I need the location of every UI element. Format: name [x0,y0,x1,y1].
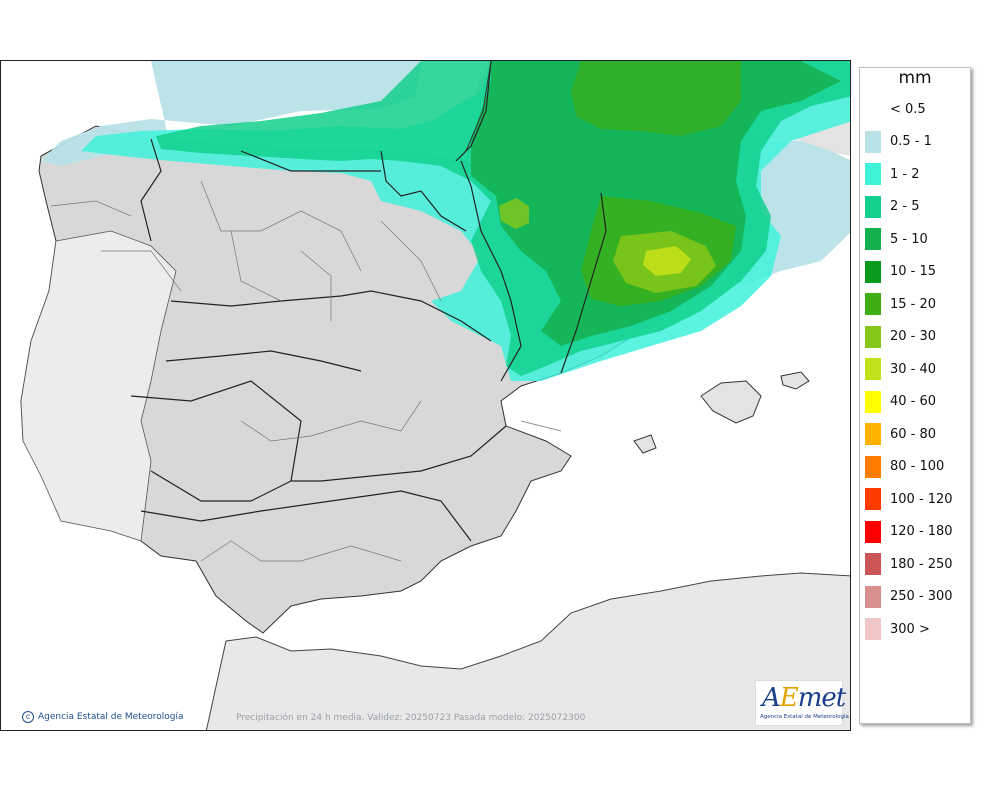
legend-row: 80 - 100 [860,455,970,478]
legend-row: 100 - 120 [860,488,970,510]
legend-row: 300 > [860,618,970,640]
legend-label: 5 - 10 [890,231,928,247]
legend-row: 20 - 30 [860,325,970,348]
legend-swatch [865,455,881,478]
legend-swatch [865,325,881,348]
model-info-note: Precipitación en 24 h media. Validez: 20… [236,713,586,723]
legend-swatch [865,553,881,575]
precipitation-map [0,60,851,731]
north-africa-land [205,572,850,730]
region-borders [130,61,607,542]
legend-label: 40 - 60 [890,394,937,409]
legend-row: 1 - 2 [860,163,970,185]
legend-label: 10 - 15 [890,264,937,279]
legend-row: 250 - 300 [860,585,970,608]
agency-credit: c Agencia Estatal de Meteorología [22,711,184,723]
agency-credit-text: Agencia Estatal de Meteorología [38,712,184,722]
map-canvas [20,61,850,730]
legend-label: 20 - 30 [890,329,937,344]
legend-swatch [865,585,881,608]
legend-swatch [865,390,881,413]
legend-label: < 0.5 [890,101,926,117]
aemet-wordmark-e: E [779,683,799,713]
legend-swatch [865,228,881,250]
legend-label: 1 - 2 [890,166,920,182]
legend-label: 100 - 120 [890,491,953,507]
legend-row: 120 - 180 [860,520,970,543]
france-border [465,61,492,152]
aemet-logo: AEmet Agencia Estatal de Meteorología [755,680,849,726]
legend-swatch [865,260,881,283]
legend-swatch [865,488,881,510]
legend-swatch [865,423,881,445]
legend-label: 15 - 20 [890,296,937,312]
legend-swatch [865,163,881,185]
precipitation-legend: mm < 0.5 0.5 - 1 1 - 2 2 - 5 5 - 10 10 - 15 15… [859,67,971,724]
legend-row: 15 - 20 [860,293,970,315]
legend-row: 5 - 10 [860,228,970,250]
legend-label: 80 - 100 [890,459,945,474]
legend-row: < 0.5 [860,98,970,120]
legend-swatch [865,195,881,218]
legend-label: 2 - 5 [890,199,920,214]
legend-swatch [865,520,881,543]
precip-10-15-north [571,61,741,136]
legend-label: 250 - 300 [890,589,953,604]
legend-row: 2 - 5 [860,195,970,218]
legend-row: 40 - 60 [860,390,970,413]
legend-swatch [865,98,881,120]
menorca [780,371,810,390]
legend-row: 0.5 - 1 [860,130,970,153]
mallorca [700,380,762,424]
legend-title: mm [898,68,932,88]
legend-label: 0.5 - 1 [890,134,932,149]
legend-row: 10 - 15 [860,260,970,283]
aemet-wordmark: AEmet [762,683,846,713]
aemet-wordmark-a: A [762,683,781,713]
precip-30-40 [643,246,691,276]
legend-swatch [865,618,881,640]
legend-swatch [865,293,881,315]
portugal-land [20,230,177,542]
legend-row: 30 - 40 [860,358,970,380]
legend-label: 30 - 40 [890,361,937,377]
precip-20-30-west [499,198,529,229]
ibiza [633,434,657,454]
legend-row: 60 - 80 [860,423,970,445]
province-borders [50,180,562,562]
legend-row: 180 - 250 [860,553,970,575]
copyright-icon: c [22,711,34,723]
legend-swatch [865,358,881,380]
aemet-wordmark-rest: met [797,683,846,713]
legend-label: 120 - 180 [890,524,953,539]
legend-label: 60 - 80 [890,426,937,442]
legend-label: 180 - 250 [890,556,953,572]
aemet-logo-subtitle: Agencia Estatal de Meteorología [760,714,849,720]
legend-label: 300 > [890,621,930,637]
legend-swatch [865,130,881,153]
